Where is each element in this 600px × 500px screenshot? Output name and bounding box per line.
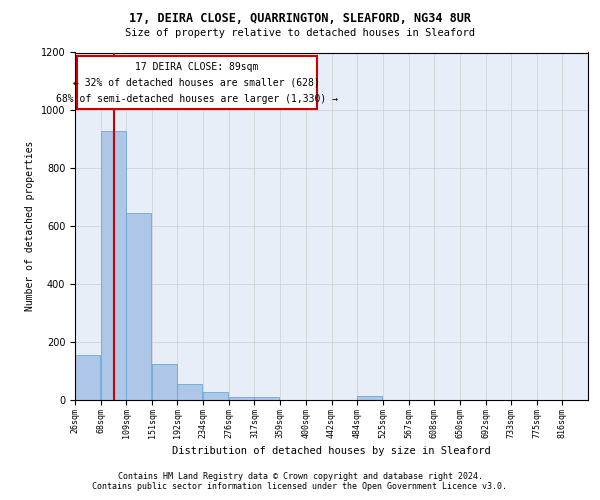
- Text: 17 DEIRA CLOSE: 89sqm: 17 DEIRA CLOSE: 89sqm: [135, 62, 259, 72]
- Bar: [229, 397, 254, 400]
- Bar: [254, 397, 280, 400]
- Bar: [126, 213, 151, 400]
- Bar: [101, 130, 126, 400]
- Text: 68% of semi-detached houses are larger (1,330) →: 68% of semi-detached houses are larger (…: [56, 94, 338, 104]
- X-axis label: Distribution of detached houses by size in Sleaford: Distribution of detached houses by size …: [172, 446, 491, 456]
- Bar: [75, 355, 100, 400]
- Text: Contains HM Land Registry data © Crown copyright and database right 2024.: Contains HM Land Registry data © Crown c…: [118, 472, 482, 481]
- Bar: [178, 384, 202, 400]
- Bar: [152, 364, 177, 400]
- Text: ← 32% of detached houses are smaller (628): ← 32% of detached houses are smaller (62…: [73, 78, 320, 88]
- Y-axis label: Number of detached properties: Number of detached properties: [25, 141, 35, 312]
- Bar: [203, 392, 228, 400]
- Text: 17, DEIRA CLOSE, QUARRINGTON, SLEAFORD, NG34 8UR: 17, DEIRA CLOSE, QUARRINGTON, SLEAFORD, …: [129, 12, 471, 26]
- Text: Size of property relative to detached houses in Sleaford: Size of property relative to detached ho…: [125, 28, 475, 38]
- Bar: [358, 396, 382, 400]
- Text: Contains public sector information licensed under the Open Government Licence v3: Contains public sector information licen…: [92, 482, 508, 491]
